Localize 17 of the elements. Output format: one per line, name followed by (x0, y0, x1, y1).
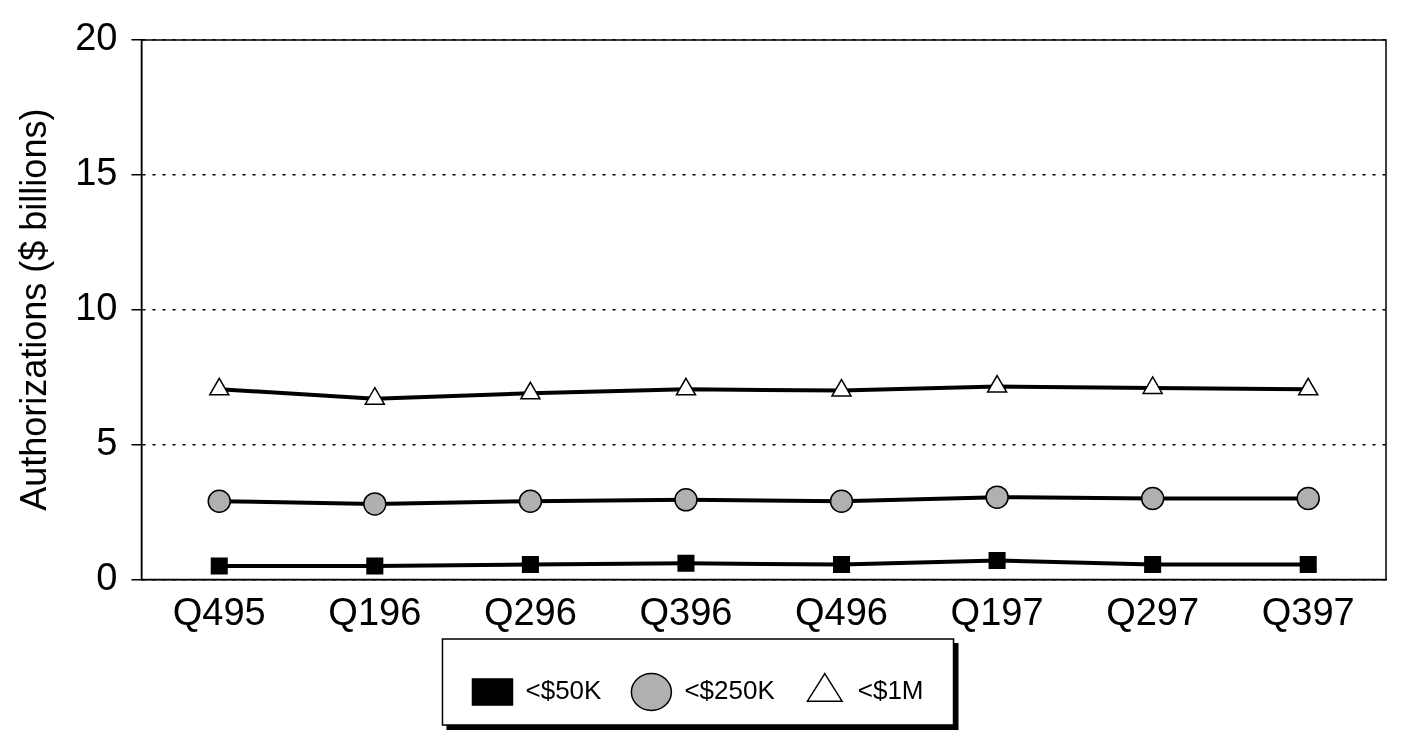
x-tick-label: Q196 (328, 590, 422, 633)
x-tick-label: Q495 (172, 590, 266, 633)
x-tick-label: Q397 (1261, 590, 1355, 633)
y-tick-label: 10 (75, 286, 118, 329)
x-tick-label: Q197 (950, 590, 1044, 633)
x-tick-label: Q496 (795, 590, 888, 633)
x-tick-label: Q396 (639, 590, 733, 633)
x-tick-label: Q297 (1106, 590, 1200, 633)
y-tick-label: 20 (75, 16, 118, 59)
legend-label: <$1M (857, 675, 924, 706)
y-tick-label: 15 (75, 151, 118, 194)
y-axis-title: Authorizations ($ billions) (12, 108, 54, 511)
legend-label: <$50K (525, 675, 603, 706)
x-tick-label: Q296 (483, 590, 577, 633)
y-tick-label: 0 (96, 555, 118, 598)
y-tick-label: 5 (96, 421, 118, 464)
legend-label: <$250K (684, 675, 776, 706)
